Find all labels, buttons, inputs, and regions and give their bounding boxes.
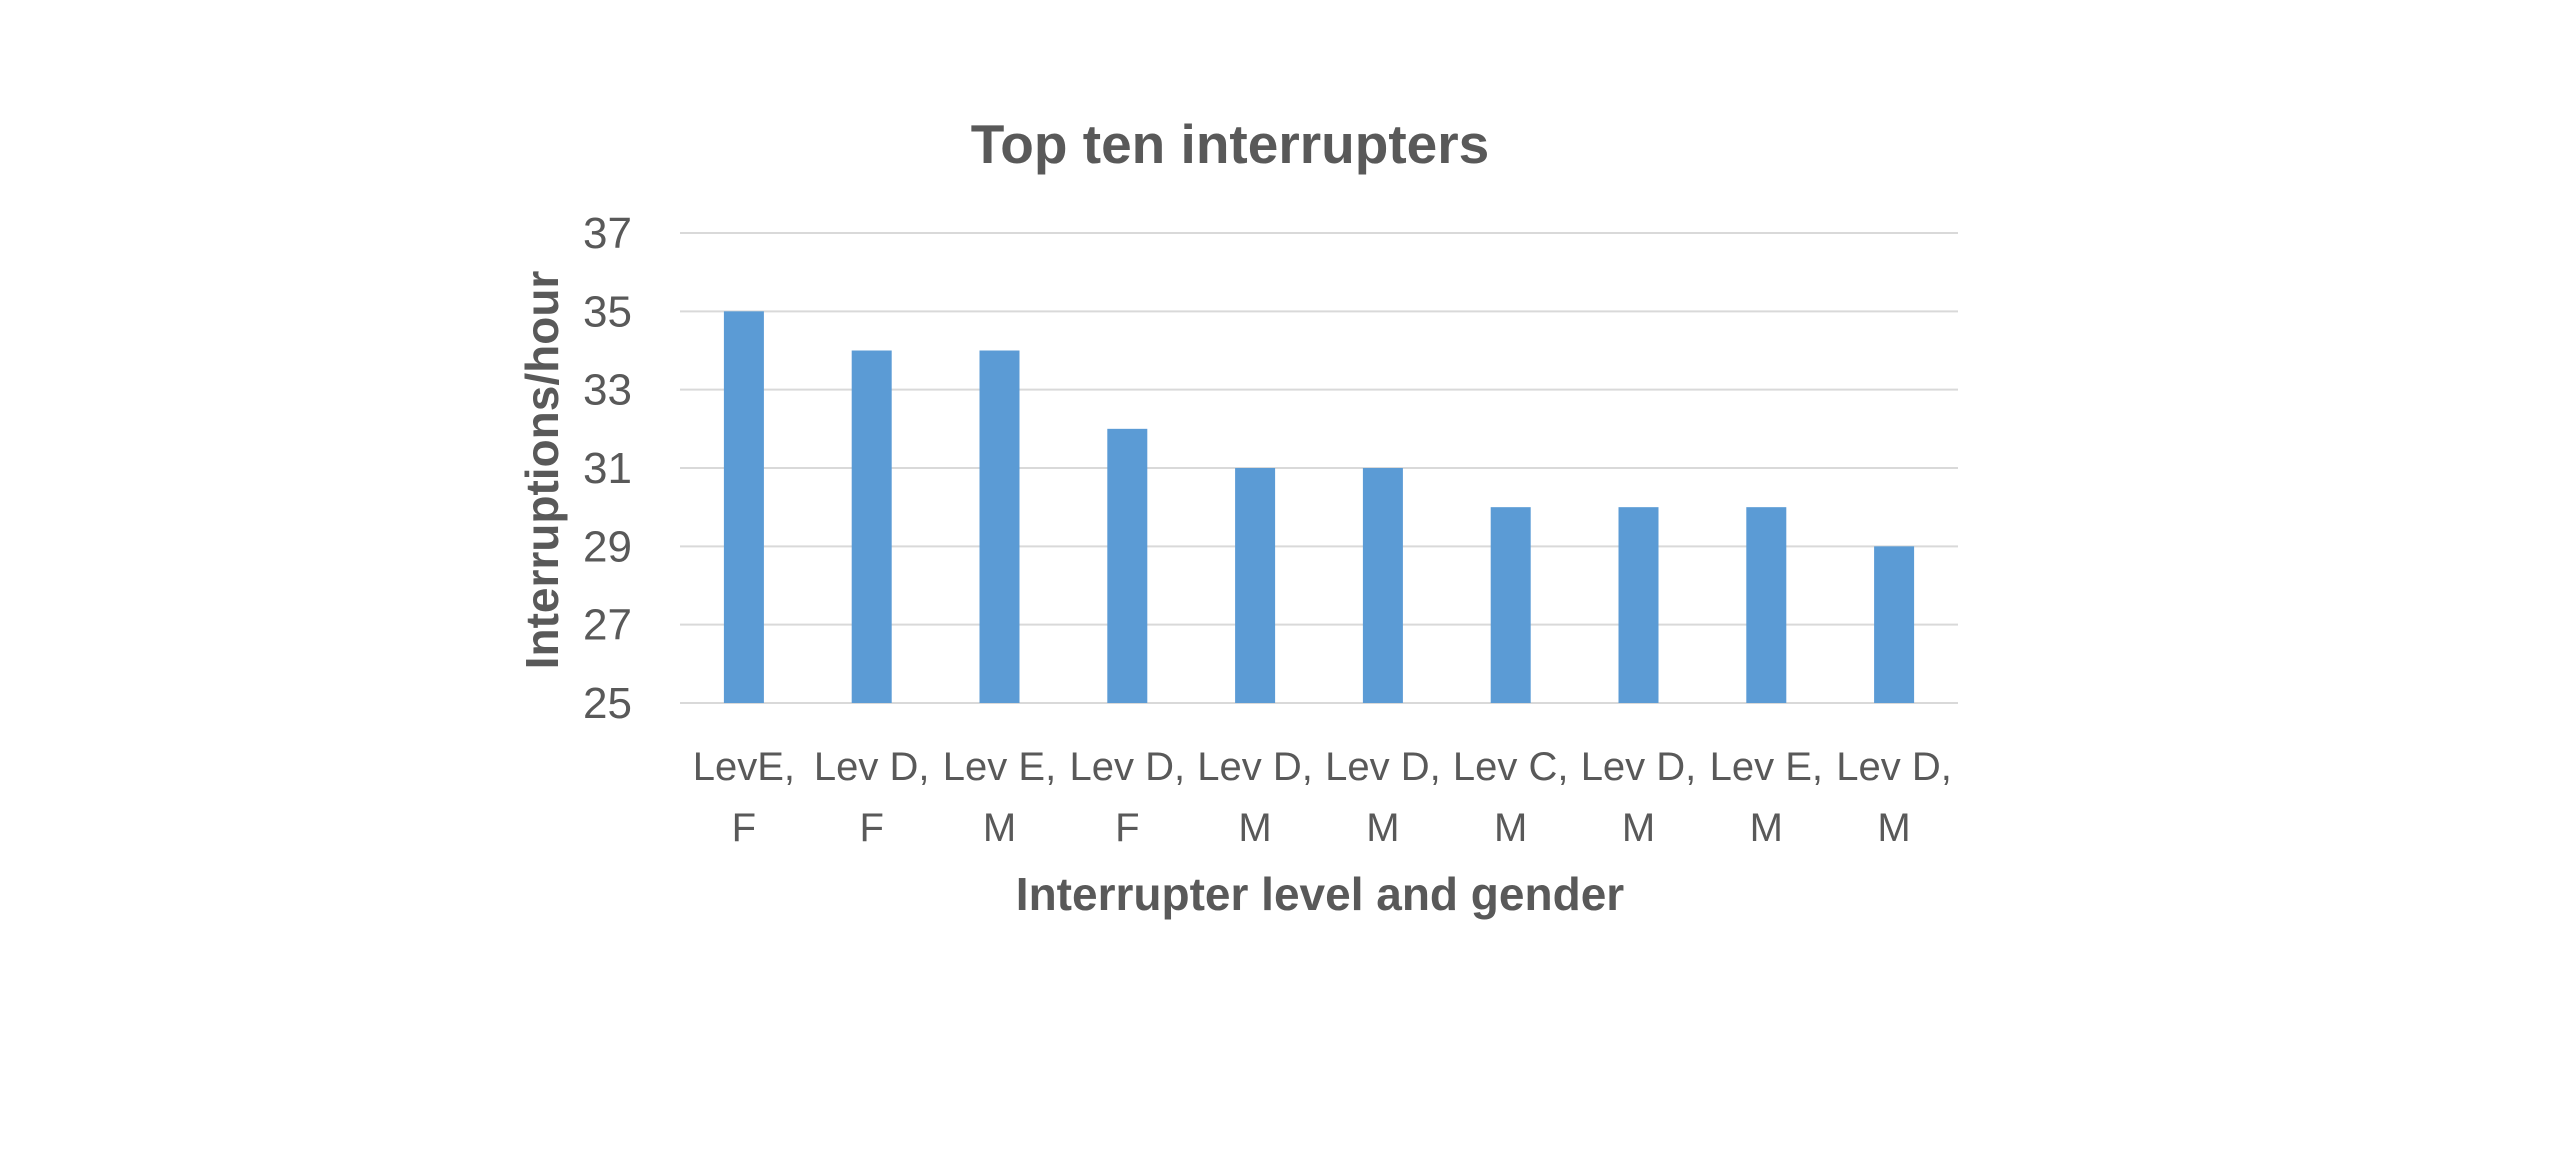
x-tick-label: F xyxy=(1115,806,1139,850)
x-tick-label: M xyxy=(983,806,1016,850)
x-tick-label: Lev C, xyxy=(1453,745,1569,789)
x-tick-label: Lev D, xyxy=(1836,745,1952,789)
chart-title: Top ten interrupters xyxy=(971,113,1489,175)
x-tick-label: Lev D, xyxy=(1069,745,1185,789)
x-tick-label: Lev E, xyxy=(1710,745,1823,789)
bar xyxy=(1618,507,1659,703)
x-tick-label: M xyxy=(1750,806,1783,850)
y-tick-label: 27 xyxy=(583,601,632,650)
y-tick-label: 35 xyxy=(583,287,632,336)
y-tick-label: 29 xyxy=(583,522,632,571)
x-tick-label: F xyxy=(859,806,883,850)
bar xyxy=(1746,507,1787,703)
bar xyxy=(1874,546,1915,703)
y-tick-label: 25 xyxy=(583,679,632,728)
x-tick-label: M xyxy=(1366,806,1399,850)
x-tick-label: Lev D, xyxy=(1581,745,1697,789)
bar xyxy=(723,311,764,703)
x-tick-label: F xyxy=(732,806,756,850)
bars xyxy=(723,311,1915,703)
x-tick-label: Lev E, xyxy=(943,745,1056,789)
x-tick-label: LevE, xyxy=(693,745,795,789)
y-tick-label: 37 xyxy=(583,209,632,258)
y-axis-label: Interruptions/hour xyxy=(516,271,568,670)
x-tick-label: Lev D, xyxy=(1325,745,1441,789)
bar xyxy=(1362,468,1403,703)
x-tick-label: M xyxy=(1494,806,1527,850)
y-axis-ticks: 25 27 29 31 33 35 37 xyxy=(583,209,632,728)
y-tick-label: 33 xyxy=(583,366,632,415)
x-tick-label: Lev D, xyxy=(814,745,930,789)
y-tick-label: 31 xyxy=(583,444,632,493)
gridlines xyxy=(680,232,1958,704)
x-axis-label: Interrupter level and gender xyxy=(1016,868,1624,920)
bar xyxy=(979,350,1020,703)
x-tick-label: Lev D, xyxy=(1197,745,1313,789)
bar xyxy=(1235,468,1276,703)
x-tick-label: M xyxy=(1877,806,1910,850)
x-tick-label: M xyxy=(1622,806,1655,850)
x-tick-label: M xyxy=(1238,806,1271,850)
bar xyxy=(1107,428,1148,703)
bar xyxy=(851,350,892,703)
bar xyxy=(1490,507,1531,703)
x-axis-ticks: LevE, F Lev D, F Lev E, M Lev D, F Lev D, M Lev D,… xyxy=(693,745,1952,850)
